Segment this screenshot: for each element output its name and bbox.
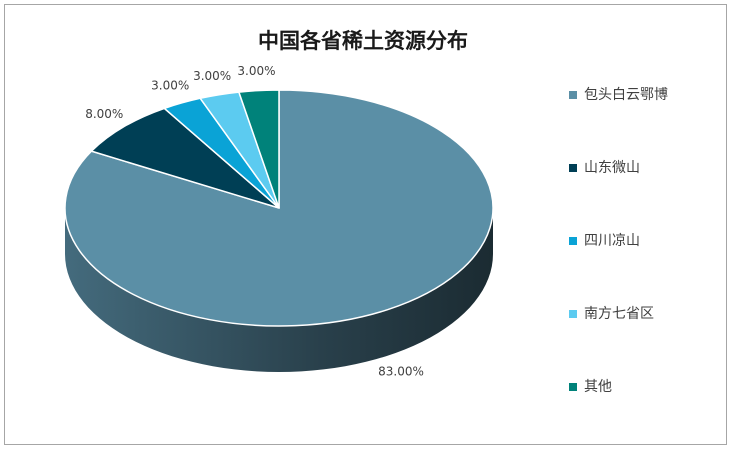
legend-label: 包头白云鄂博	[584, 86, 668, 103]
value-label: 3.00%	[151, 79, 189, 93]
pie-slice	[90, 107, 280, 209]
pie-slice	[237, 89, 280, 209]
legend-marker	[569, 237, 577, 245]
value-label: 8.00%	[85, 107, 123, 121]
pie-side	[65, 208, 493, 372]
legend-label: 南方七省区	[584, 306, 654, 322]
legend-label: 其他	[584, 379, 612, 395]
value-label: 3.00%	[237, 64, 275, 78]
legend-label: 四川凉山	[584, 233, 640, 249]
legend-marker	[569, 310, 577, 318]
legend-marker	[569, 91, 577, 99]
legend-marker	[569, 164, 577, 172]
value-label: 3.00%	[193, 69, 231, 83]
legend-label: 山东微山	[584, 160, 640, 176]
chart-title: 中国各省稀土资源分布	[258, 29, 468, 53]
pie-slice	[64, 89, 494, 327]
legend-marker	[569, 383, 577, 391]
value-label: 83.00%	[378, 364, 424, 378]
